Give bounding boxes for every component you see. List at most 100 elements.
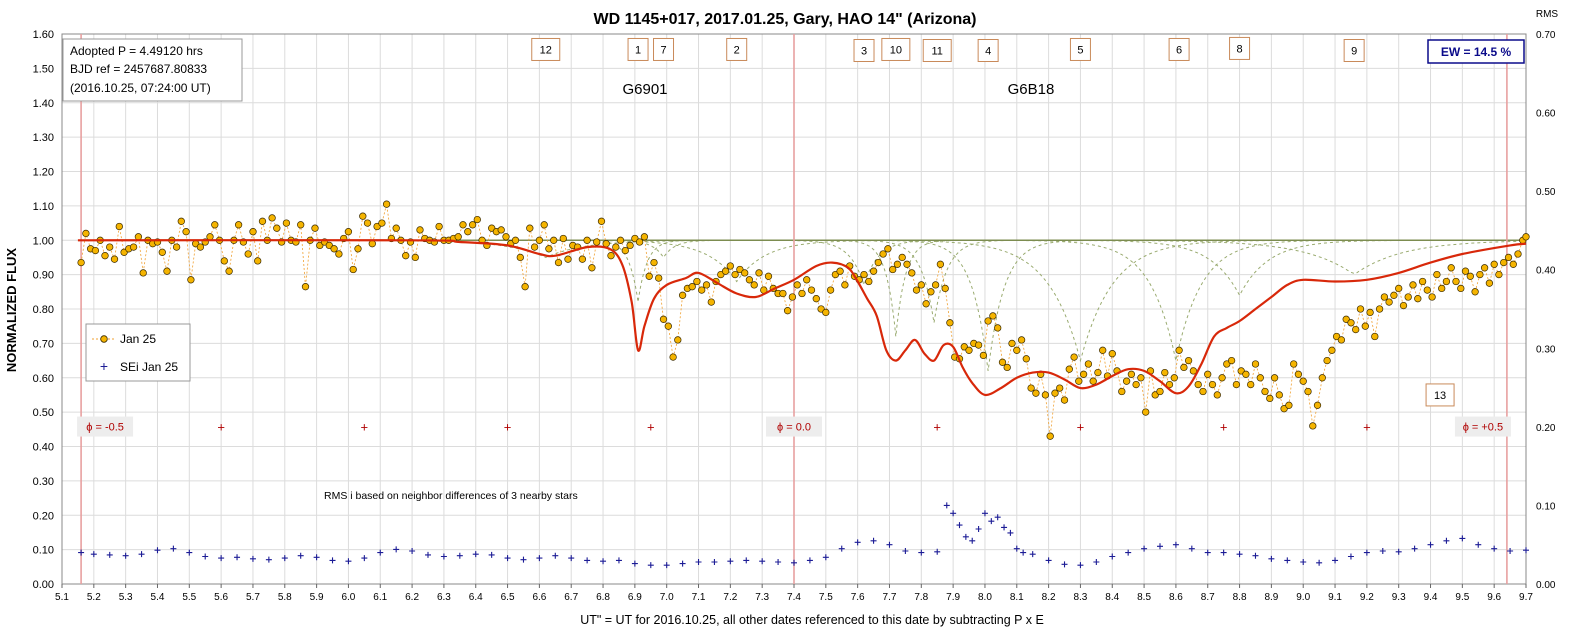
rms-point (918, 549, 925, 556)
flux-point (936, 260, 945, 268)
group-label-g6b18: G6B18 (1008, 81, 1055, 98)
flux-point (1089, 377, 1097, 385)
flux-point (464, 228, 472, 236)
flux-point (110, 255, 119, 263)
dip-label: 7 (660, 44, 666, 56)
rms-point (975, 526, 982, 532)
rms-point (536, 555, 543, 562)
flux-point (1471, 288, 1479, 296)
flux-point (363, 219, 372, 227)
flux-point (1022, 355, 1030, 363)
x-tick-label: 5.3 (119, 592, 133, 603)
flux-point (1032, 389, 1040, 397)
rms-point (969, 537, 976, 544)
group-label-g6901: G6901 (622, 81, 667, 98)
info-box (62, 38, 243, 102)
flux-point (1352, 325, 1360, 334)
dip-label: 10 (890, 44, 902, 56)
y-tick-label: 1.40 (33, 98, 54, 110)
flux-point (946, 319, 954, 327)
x-tick-label: 5.7 (246, 592, 260, 603)
flux-point (91, 246, 100, 255)
flux-point (893, 260, 902, 268)
flux-point (822, 308, 830, 317)
dip-component-curves (81, 239, 1527, 371)
flux-point (392, 224, 400, 232)
legend-label-rms: SEi Jan 25 (120, 360, 178, 374)
flux-point (1261, 387, 1269, 396)
flux-point (903, 260, 911, 268)
rms-point (1001, 524, 1008, 531)
rms-point (615, 557, 622, 564)
flux-point (640, 233, 649, 241)
legend-swatch-rms: + (100, 358, 108, 374)
phase-label-bg (1454, 416, 1511, 437)
rms-point (1188, 545, 1195, 552)
flux-point (1118, 387, 1126, 396)
flux-point (258, 217, 267, 225)
legend-label-flux: Jan 25 (120, 332, 156, 346)
rms-point (631, 560, 638, 567)
flux-point (984, 317, 992, 325)
flux-point (254, 257, 262, 265)
flux-point (244, 250, 252, 258)
flux-point (378, 219, 386, 227)
dip-label: 3 (861, 46, 867, 58)
x-tick-label: 9.2 (1360, 592, 1374, 603)
flux-point (1127, 370, 1136, 378)
flux-point (297, 221, 305, 229)
rms-point (584, 557, 591, 564)
flux-point (941, 284, 949, 293)
flux-point (225, 267, 233, 275)
flux-point (1347, 319, 1355, 327)
flux-point (998, 358, 1007, 366)
flux-point (1232, 380, 1241, 389)
x-tick-label: 8.3 (1073, 592, 1087, 603)
flux-point (1247, 380, 1255, 389)
flux-point (1428, 293, 1436, 301)
flux-point (1423, 286, 1431, 294)
rms-point (1284, 557, 1291, 564)
y2-tick-label: 0.30 (1536, 344, 1556, 355)
flux-point (807, 286, 816, 294)
x-tick-label: 8.6 (1169, 592, 1183, 603)
rms-point (775, 559, 782, 565)
flux-point (702, 281, 711, 289)
flux-point (1461, 267, 1470, 275)
phase-tick-mark: + (933, 420, 941, 435)
rms-point (934, 548, 941, 555)
model-curve-line (77, 239, 1527, 397)
y2-tick-label: 0.60 (1536, 109, 1556, 120)
phase-markers: ϕ = -0.5 ϕ = 0.0 ϕ = +0.5 + + + + + + + + (77, 34, 1511, 584)
y-tick-label: 0.10 (33, 545, 54, 557)
rms-point (377, 549, 384, 556)
flux-point (1390, 291, 1398, 299)
phase-label-bg (77, 416, 134, 437)
flux-point (1041, 391, 1050, 399)
flux-point (912, 286, 921, 294)
x-tick-label: 6.5 (501, 592, 515, 603)
rms-point (425, 551, 431, 558)
rms-point (393, 546, 400, 553)
flux-point (1099, 346, 1107, 354)
flux-point (1194, 380, 1202, 389)
flux-point (1361, 322, 1369, 330)
flux-point (82, 229, 90, 238)
flux-point (1070, 353, 1078, 361)
rms-point (1252, 552, 1259, 559)
rms-point (759, 558, 766, 565)
dip-label-box (1168, 37, 1190, 61)
flux-point (1447, 264, 1455, 272)
flux-point (974, 341, 983, 349)
x-tick-label: 5.1 (55, 592, 69, 603)
flux-point (249, 228, 257, 236)
flux-point (922, 300, 930, 308)
dip-label-box (1343, 39, 1365, 62)
flux-point (1208, 380, 1217, 389)
flux-point (826, 286, 835, 294)
rms-point (234, 554, 241, 561)
flux-point (1108, 350, 1116, 358)
flux-point (511, 236, 520, 244)
rms-point (886, 541, 893, 548)
rms-point (1125, 549, 1132, 556)
